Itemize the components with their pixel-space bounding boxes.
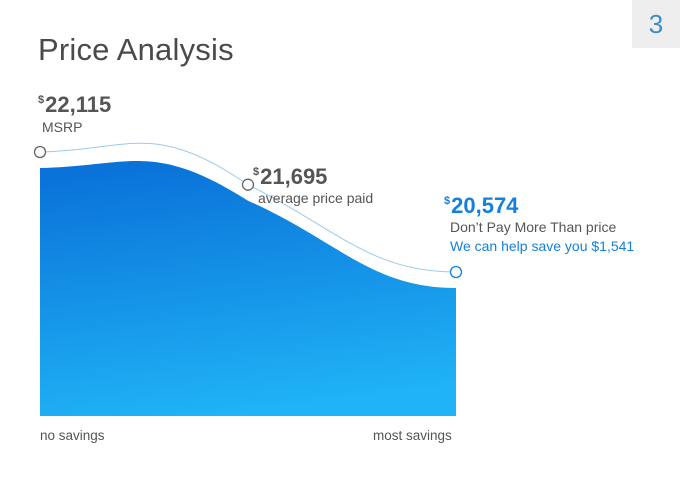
average-amount: 21,695: [260, 164, 328, 189]
dont-pay-more-label: Don’t Pay More Than price: [450, 219, 617, 235]
dont-pay-more-marker: [449, 265, 463, 279]
msrp-marker: [33, 145, 47, 159]
dont-pay-more-amount: 20,574: [451, 193, 519, 218]
savings-area: [40, 161, 456, 416]
msrp-price: $22,115: [38, 92, 111, 118]
dont-pay-more-currency: $: [444, 195, 451, 207]
x-axis-label-left: no savings: [40, 428, 105, 443]
msrp-currency: $: [38, 94, 45, 106]
average-label: average price paid: [258, 190, 374, 206]
page-number-badge: 3: [632, 0, 680, 48]
dont-pay-more-price: $20,574: [444, 193, 518, 219]
x-axis-label-right: most savings: [373, 428, 452, 443]
average-currency: $: [253, 166, 260, 178]
average-price: $21,695: [253, 164, 327, 190]
savings-note: We can help save you $1,541: [450, 238, 635, 254]
msrp-amount: 22,115: [45, 92, 112, 117]
average-price-marker: [241, 178, 255, 191]
page-title: Price Analysis: [38, 32, 234, 67]
msrp-label: MSRP: [42, 119, 83, 135]
